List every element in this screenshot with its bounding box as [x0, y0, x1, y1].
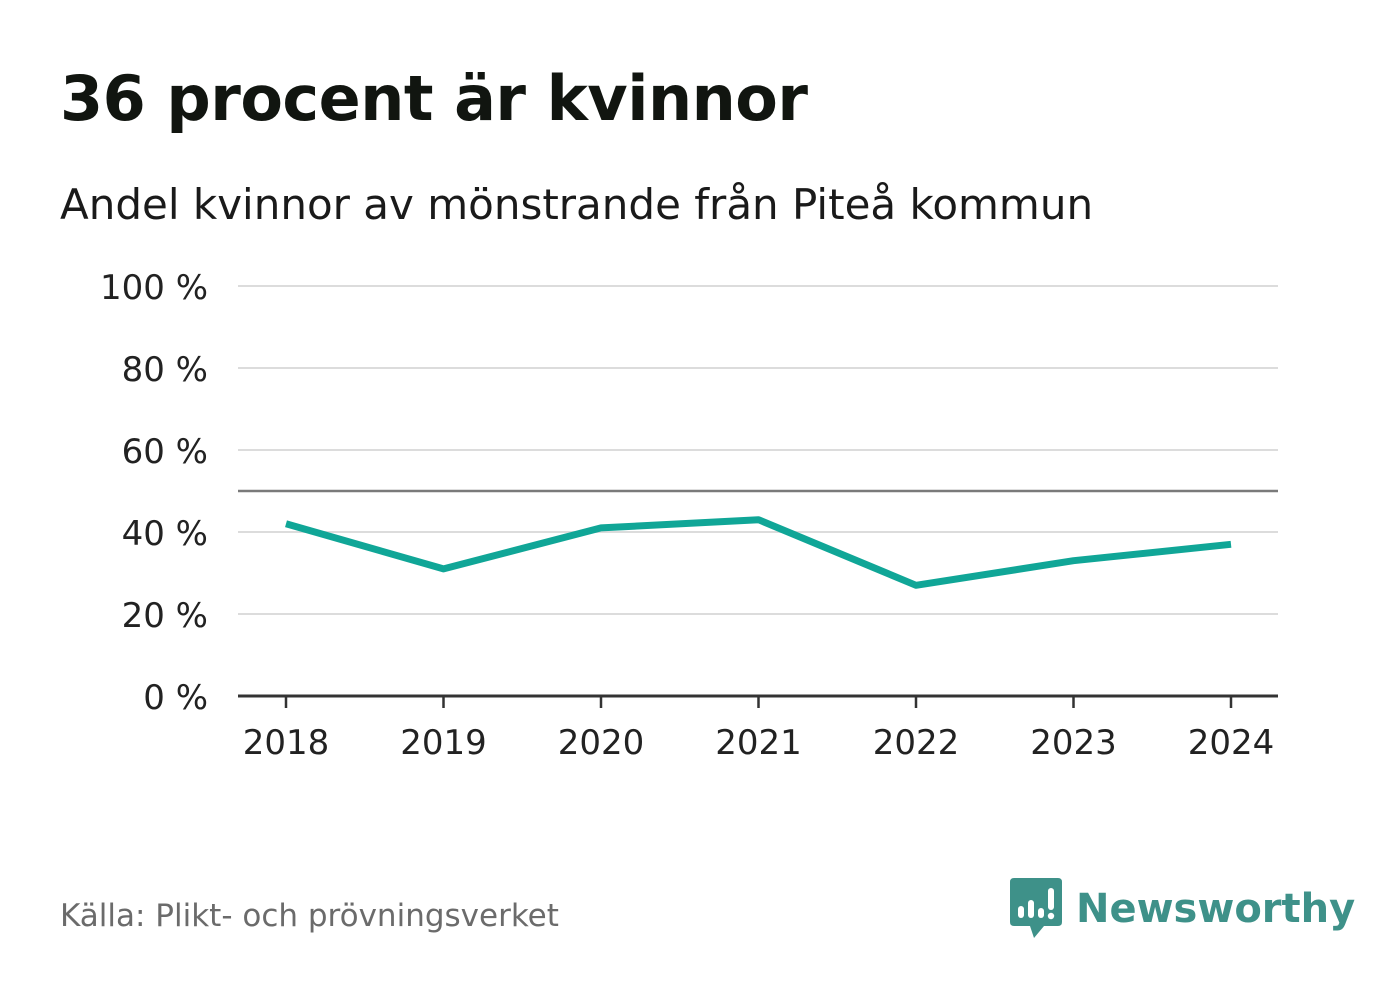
y-tick-label: 80 %	[122, 350, 208, 390]
chart-subtitle: Andel kvinnor av mönstrande från Piteå k…	[60, 180, 1094, 229]
y-tick-label: 0 %	[143, 678, 208, 718]
series-line-0	[285, 516, 1232, 589]
x-tick-label-2018: 2018	[243, 723, 330, 763]
y-tick-label: 100 %	[100, 268, 208, 308]
source-note: Källa: Plikt- och prövningsverket	[60, 898, 559, 934]
x-tick-label-2023: 2023	[1030, 723, 1117, 763]
x-tick-label-2021: 2021	[715, 723, 802, 763]
x-tick-label-2019: 2019	[400, 723, 487, 763]
newsworthy-logo-icon	[1010, 878, 1062, 938]
x-tick-label-2022: 2022	[873, 723, 960, 763]
y-tick-label: 40 %	[122, 514, 208, 554]
y-tick-label: 60 %	[122, 432, 208, 472]
x-tick-label-2024: 2024	[1188, 723, 1275, 763]
brand: Newsworthy	[1010, 878, 1355, 940]
y-tick-label: 20 %	[122, 596, 208, 636]
chart-title: 36 procent är kvinnor	[60, 62, 808, 135]
brand-name: Newsworthy	[1076, 886, 1356, 932]
x-tick-label-2020: 2020	[558, 723, 645, 763]
